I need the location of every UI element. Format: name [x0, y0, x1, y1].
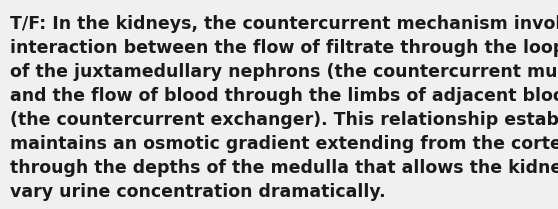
- Text: through the depths of the medulla that allows the kidneys to: through the depths of the medulla that a…: [10, 159, 558, 177]
- Text: interaction between the flow of filtrate through the loop of Henle: interaction between the flow of filtrate…: [10, 39, 558, 57]
- Text: of the juxtamedullary nephrons (the countercurrent multiplier): of the juxtamedullary nephrons (the coun…: [10, 63, 558, 81]
- Text: maintains an osmotic gradient extending from the cortex: maintains an osmotic gradient extending …: [10, 135, 558, 153]
- Text: vary urine concentration dramatically.: vary urine concentration dramatically.: [10, 183, 386, 201]
- Text: (the countercurrent exchanger). This relationship establishes and: (the countercurrent exchanger). This rel…: [10, 111, 558, 129]
- Text: and the flow of blood through the limbs of adjacent blood vessels: and the flow of blood through the limbs …: [10, 87, 558, 105]
- Text: T/F: In the kidneys, the countercurrent mechanism involves the: T/F: In the kidneys, the countercurrent …: [10, 15, 558, 33]
